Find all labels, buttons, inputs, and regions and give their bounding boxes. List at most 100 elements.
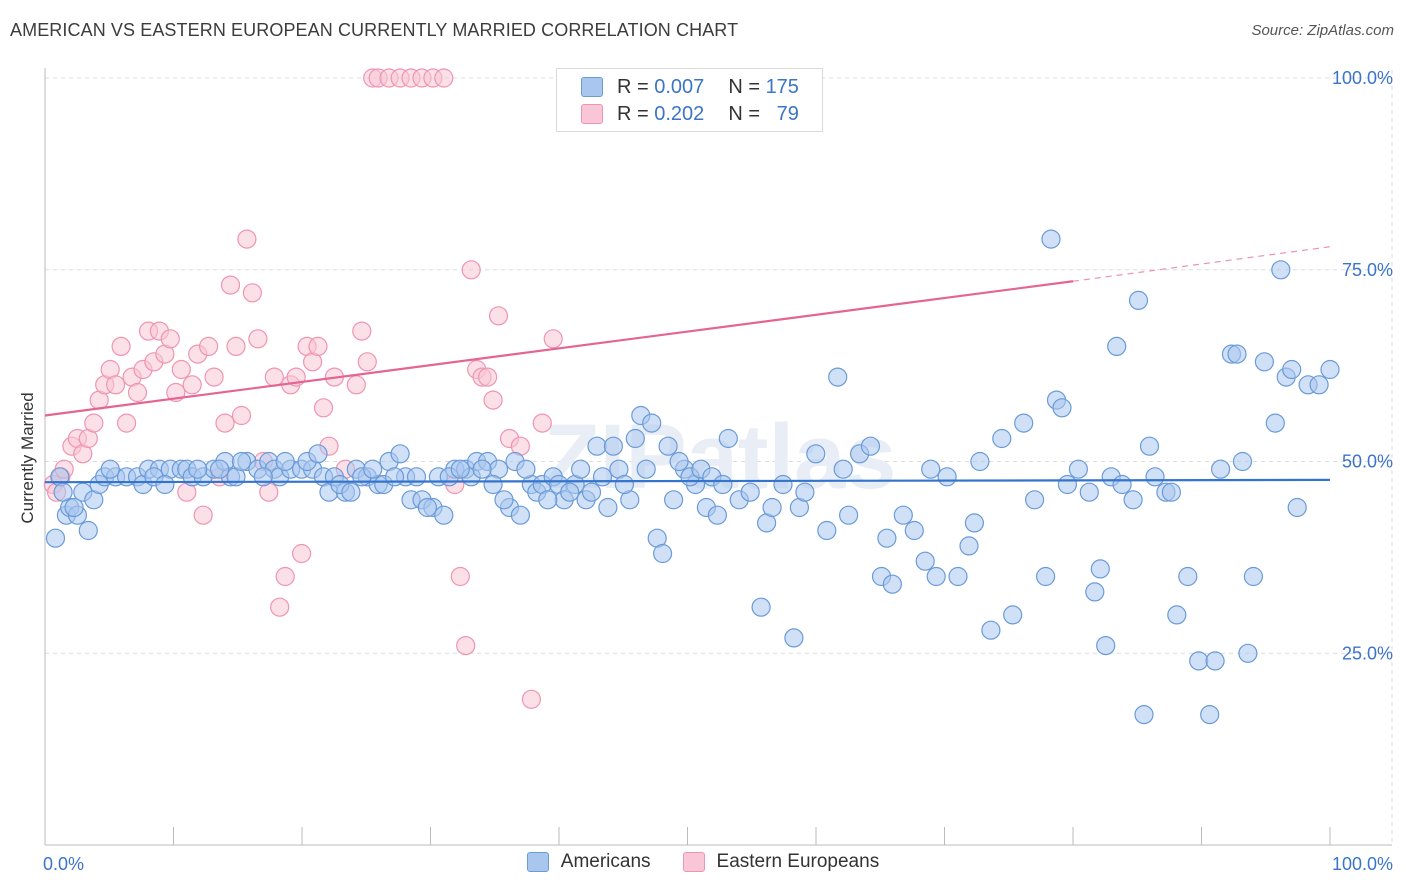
point-american [1205, 651, 1225, 671]
x-tick-label-max: 100.0% [1332, 854, 1393, 874]
point-american [838, 505, 859, 525]
point-eastern-european [292, 543, 312, 564]
point-eastern-european [215, 413, 235, 433]
series-eastern-europeans [43, 68, 563, 709]
point-american [806, 444, 826, 464]
point-eastern-european [127, 382, 148, 403]
point-american [795, 482, 815, 502]
point-eastern-european [456, 635, 476, 656]
point-american [948, 566, 968, 587]
point-american [100, 459, 120, 479]
point-eastern-european [543, 329, 563, 349]
point-eastern-european [116, 413, 137, 433]
point-american [210, 459, 230, 479]
point-american [959, 536, 979, 556]
point-american [926, 566, 946, 587]
point-american [1041, 229, 1061, 249]
point-eastern-european [264, 367, 284, 387]
point-eastern-european [160, 329, 180, 349]
point-eastern-european [242, 283, 262, 303]
trend-line-eastern-europeans-extension [1072, 246, 1331, 282]
point-eastern-european [270, 597, 290, 617]
point-american [1128, 290, 1149, 310]
point-american [1014, 413, 1034, 433]
point-eastern-european [231, 405, 252, 426]
y-tick-label: 75.0% [1342, 260, 1393, 280]
point-american [1200, 704, 1220, 725]
point-eastern-european [84, 413, 104, 433]
point-eastern-european [483, 390, 503, 410]
point-american [992, 428, 1012, 449]
legend: Americans Eastern Europeans [0, 851, 1406, 873]
point-eastern-european [488, 306, 509, 326]
point-eastern-european [105, 375, 126, 395]
y-tick-label: 100.0% [1332, 68, 1393, 88]
point-american [341, 482, 361, 502]
x-tick-label-min: 0.0% [43, 854, 84, 874]
point-american [483, 474, 503, 495]
point-american [1167, 605, 1187, 625]
point-eastern-european [204, 367, 224, 387]
eastern-r-label: R = [617, 102, 649, 125]
point-american [1189, 651, 1209, 671]
point-american [1096, 635, 1116, 656]
point-american [642, 413, 662, 433]
americans-n-value: 175 [765, 75, 799, 98]
point-american [53, 482, 73, 502]
y-tick-label: 50.0% [1342, 452, 1393, 472]
point-eastern-european [193, 505, 213, 525]
legend-label-americans: Americans [560, 851, 651, 872]
point-american [833, 459, 853, 479]
eastern-n-label: N = [728, 102, 760, 125]
point-american [1090, 559, 1110, 579]
point-eastern-european [352, 321, 372, 341]
legend-item-eastern-europeans[interactable]: Eastern Europeans [682, 851, 879, 873]
point-american [828, 367, 848, 387]
point-american [510, 505, 531, 525]
point-american [308, 444, 328, 464]
point-eastern-european [521, 689, 542, 709]
point-american [1112, 474, 1132, 495]
point-american [762, 497, 782, 518]
point-american [1085, 582, 1105, 602]
point-american [773, 474, 793, 495]
point-american [603, 436, 624, 456]
point-eastern-european [226, 336, 246, 356]
legend-item-americans[interactable]: Americans [526, 851, 651, 873]
point-american [784, 628, 804, 648]
point-american [494, 490, 514, 510]
point-eastern-european [199, 336, 219, 356]
point-american [538, 490, 558, 510]
point-american [1210, 459, 1231, 479]
point-american [652, 543, 673, 564]
point-american [1003, 605, 1023, 625]
point-american [707, 505, 728, 525]
point-american [1145, 467, 1165, 487]
point-american [1238, 643, 1258, 663]
americans-r-value: 0.007 [654, 75, 705, 98]
point-american [1309, 375, 1329, 395]
point-american [1107, 336, 1127, 356]
point-american [669, 451, 689, 472]
point-american [1035, 566, 1056, 587]
series-americans [45, 229, 1340, 725]
point-american [434, 505, 454, 525]
point-american [587, 436, 607, 456]
point-eastern-european [171, 359, 191, 380]
point-american [598, 497, 618, 518]
point-american [658, 436, 678, 456]
point-american [1068, 459, 1089, 479]
point-american [1024, 490, 1045, 510]
point-eastern-european [478, 367, 498, 387]
point-american [45, 528, 66, 548]
point-eastern-european [220, 275, 241, 295]
point-american [417, 497, 437, 518]
point-eastern-european [357, 352, 377, 372]
eastern-r-value: 0.202 [654, 102, 705, 125]
point-american [663, 490, 684, 510]
legend-swatch-americans [526, 852, 549, 872]
point-american [636, 459, 656, 479]
eastern-swatch [581, 104, 603, 124]
y-tick-label: 25.0% [1342, 643, 1393, 663]
